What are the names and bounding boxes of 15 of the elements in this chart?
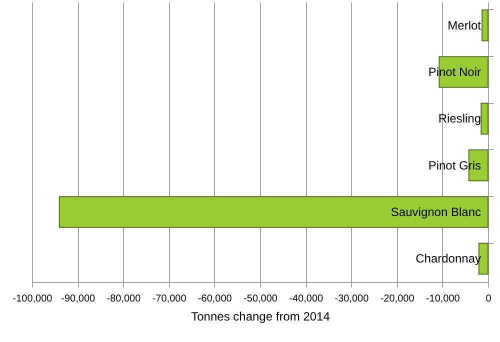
x-tick-label: -30,000 xyxy=(334,294,370,304)
x-tick-label: 0 xyxy=(486,294,492,304)
x-tick-label: -10,000 xyxy=(426,294,460,304)
x-axis-title: Tonnes change from 2014 xyxy=(191,310,330,324)
x-tick-label: -80,000 xyxy=(106,294,142,304)
x-tick-label: -20,000 xyxy=(380,294,415,304)
x-tick-label: -70,000 xyxy=(152,294,187,304)
x-tick-label: -90,000 xyxy=(61,294,96,304)
x-tick-label: -50,000 xyxy=(244,294,278,304)
y-tick-label: Sauvignon Blanc xyxy=(390,205,481,219)
x-tick-label: -60,000 xyxy=(198,294,232,304)
x-tick-label: -40,000 xyxy=(289,294,324,304)
x-tick-label: -100,000 xyxy=(12,294,53,304)
y-tick-label: Riesling xyxy=(438,112,481,126)
y-tick-label: Merlot xyxy=(448,18,482,32)
